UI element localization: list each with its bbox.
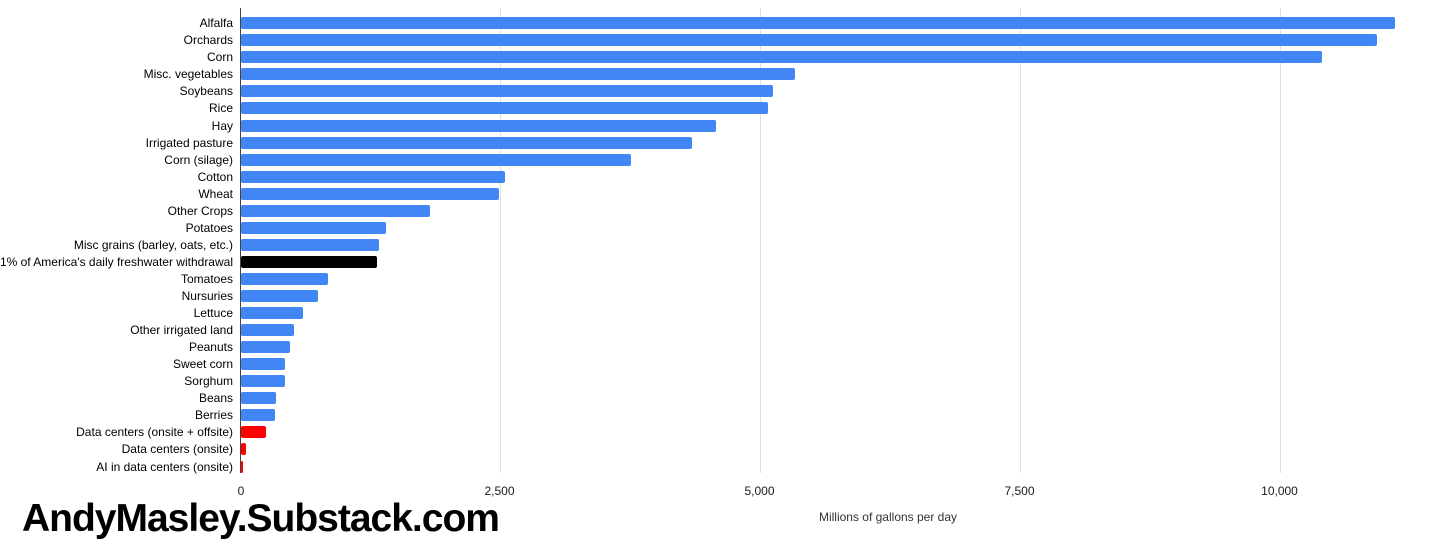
bar: [240, 341, 291, 354]
bar: [240, 170, 506, 183]
gridline: [1279, 8, 1281, 473]
bar: [240, 255, 377, 268]
bar: [240, 238, 379, 251]
category-label: Orchards: [183, 33, 233, 48]
bar: [240, 392, 276, 405]
bar: [240, 85, 773, 98]
x-axis-title: Millions of gallons per day: [818, 510, 958, 524]
bar: [240, 307, 304, 320]
x-axis-tick-label: 10,000: [1261, 484, 1298, 498]
category-label: Hay: [211, 118, 233, 133]
category-label: Alfalfa: [199, 16, 233, 31]
category-label: Other Crops: [167, 203, 233, 218]
bar: [240, 102, 768, 115]
bar: [240, 68, 795, 81]
bar: [240, 443, 247, 456]
bar: [240, 187, 499, 200]
bar: [240, 375, 285, 388]
category-label: Rice: [208, 101, 233, 116]
category-label: Cotton: [197, 169, 233, 184]
bar: [240, 409, 276, 422]
category-label: Data centers (onsite + offsite): [76, 425, 233, 440]
bar: [240, 153, 632, 166]
bar: [240, 221, 386, 234]
category-label: Corn (silage): [164, 152, 233, 167]
x-axis-tick-label: 7,500: [1004, 484, 1035, 498]
x-axis-tick-label: 0: [237, 484, 245, 498]
bar: [240, 119, 716, 132]
category-label: AI in data centers (onsite): [96, 459, 233, 474]
gridline: [759, 8, 761, 473]
bar: [240, 426, 266, 439]
x-axis-tick-label: 5,000: [744, 484, 775, 498]
category-label: Other irrigated land: [130, 323, 233, 338]
category-label: Data centers (onsite): [121, 442, 233, 457]
bar: [240, 324, 294, 337]
category-label: Beans: [198, 391, 233, 406]
category-label: Wheat: [198, 186, 233, 201]
bar: [240, 290, 318, 302]
category-label: Misc grains (barley, oats, etc.): [73, 237, 233, 252]
bar: [240, 34, 1378, 47]
category-label: Soybeans: [179, 84, 233, 99]
category-label: Sorghum: [184, 374, 233, 389]
category-label: Corn: [206, 50, 233, 65]
category-label: Irrigated pasture: [145, 135, 233, 150]
category-label: Sweet corn: [172, 357, 233, 372]
category-label: Berries: [194, 408, 233, 423]
gridline: [499, 8, 501, 473]
gridline: [1019, 8, 1021, 473]
bar: [240, 272, 329, 285]
bar: [240, 204, 431, 217]
category-label: Lettuce: [193, 306, 233, 321]
bar: [240, 51, 1323, 64]
x-axis-tick-label: 2,500: [484, 484, 515, 498]
bar: [240, 460, 244, 473]
category-label: Tomatoes: [180, 271, 233, 286]
bar: [240, 358, 285, 371]
bar: [240, 17, 1395, 30]
category-label: 1% of America's daily freshwater withdra…: [0, 254, 233, 269]
category-label: Peanuts: [188, 340, 233, 355]
category-label: Potatoes: [185, 220, 233, 235]
watermark-text: AndyMasley.Substack.com: [22, 497, 500, 540]
y-axis-baseline: [239, 8, 241, 473]
category-label: Nursuries: [181, 289, 233, 303]
bar: [240, 136, 692, 149]
category-label: Misc. vegetables: [143, 67, 233, 82]
